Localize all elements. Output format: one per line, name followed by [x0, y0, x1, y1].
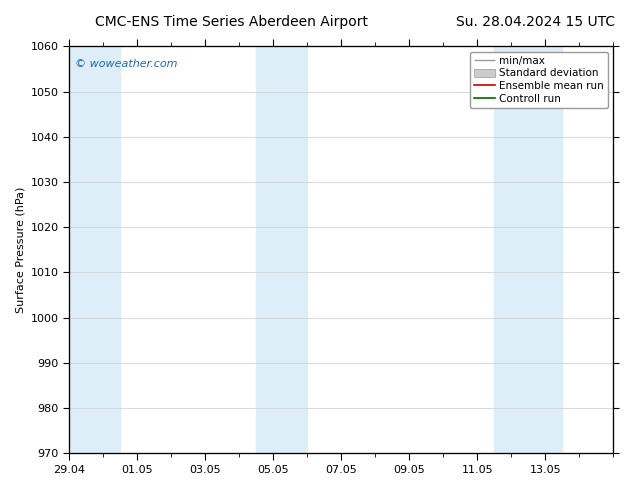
Y-axis label: Surface Pressure (hPa): Surface Pressure (hPa): [15, 187, 25, 313]
Text: © woweather.com: © woweather.com: [75, 59, 177, 69]
Bar: [69, 47, 120, 453]
Legend: min/max, Standard deviation, Ensemble mean run, Controll run: min/max, Standard deviation, Ensemble me…: [470, 51, 608, 108]
Text: Su. 28.04.2024 15 UTC: Su. 28.04.2024 15 UTC: [456, 15, 616, 29]
Text: CMC-ENS Time Series Aberdeen Airport: CMC-ENS Time Series Aberdeen Airport: [95, 15, 368, 29]
Bar: [256, 47, 307, 453]
Bar: [495, 47, 562, 453]
